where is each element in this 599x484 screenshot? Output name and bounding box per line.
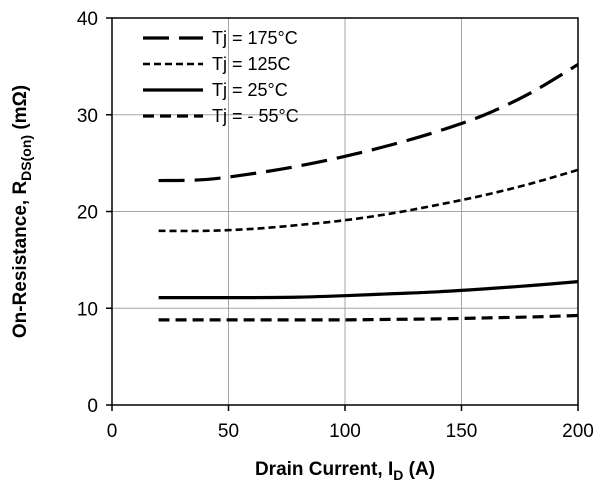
x-tick-label: 50 — [218, 421, 239, 442]
y-tick-label: 20 — [77, 203, 98, 224]
series-line-1 — [158, 168, 579, 233]
tick-labels: 0 50 100 150 200 0 10 20 30 40 — [77, 9, 594, 442]
legend-label-3: Tj = - 55°C — [212, 106, 299, 126]
x-tick-label: 200 — [562, 421, 594, 442]
x-tick-label: 0 — [107, 421, 118, 442]
y-tick-label: 30 — [77, 106, 98, 127]
grid-lines — [112, 18, 578, 405]
legend-label-0: Tj = 175°C — [212, 28, 298, 48]
series-line-3 — [158, 313, 579, 322]
x-axis-title: Drain Current, ID (A) — [255, 459, 435, 483]
legend: Tj = 175°C Tj = 125C Tj = 25°C Tj = - 55°C — [143, 28, 299, 126]
y-tick-label: 40 — [77, 9, 98, 30]
series-line-2 — [158, 280, 579, 300]
legend-label-1: Tj = 125C — [212, 54, 291, 74]
y-tick-label: 0 — [87, 396, 98, 417]
x-tick-label: 150 — [446, 421, 478, 442]
x-tick-label: 100 — [329, 421, 361, 442]
legend-label-2: Tj = 25°C — [212, 80, 288, 100]
y-tick-label: 10 — [77, 299, 98, 320]
series-lines — [158, 63, 579, 322]
y-axis-title: On-Resistance, RDS(on) (mΩ) — [10, 85, 34, 338]
